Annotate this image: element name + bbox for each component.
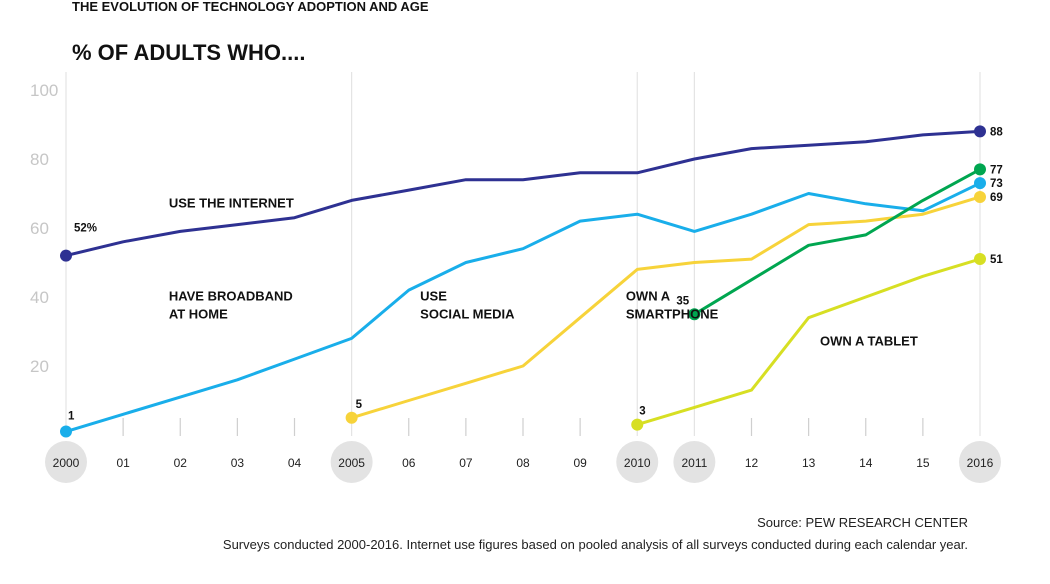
x-tick-label-2015: 15 bbox=[916, 456, 930, 470]
series-line-use-the-internet bbox=[64, 129, 982, 258]
x-tick-label-2007: 07 bbox=[459, 456, 473, 470]
start-point-use-the-internet bbox=[60, 249, 72, 262]
end-point-own-a-smartphone bbox=[974, 163, 986, 176]
end-point-own-a-tablet bbox=[974, 253, 986, 266]
x-highlight-2011 bbox=[673, 441, 716, 483]
x-tick-label-2003: 03 bbox=[231, 456, 245, 470]
y-tick-label-60: 60 bbox=[30, 219, 49, 238]
x-tick-label-2016: 2016 bbox=[967, 456, 994, 470]
x-tick-label-2002: 02 bbox=[174, 456, 188, 470]
x-tick-label-2008: 08 bbox=[516, 456, 530, 470]
x-highlight-2000 bbox=[45, 441, 87, 483]
x-tick-label-2010: 2010 bbox=[624, 456, 651, 470]
y-tick-label-40: 40 bbox=[30, 288, 49, 307]
end-label-own-a-smartphone: 77 bbox=[990, 164, 1003, 176]
end-label-use-social-media: 69 bbox=[990, 192, 1003, 204]
x-highlight-2010 bbox=[616, 441, 659, 483]
series-label-own-a-smartphone-1: OWN A bbox=[626, 288, 671, 303]
grid bbox=[65, 72, 981, 436]
x-tick-label-2005: 2005 bbox=[338, 456, 365, 470]
x-tick-label-2004: 04 bbox=[288, 456, 302, 470]
series-label-use-social-media-2: SOCIAL MEDIA bbox=[420, 306, 515, 321]
x-tick-label-2014: 14 bbox=[859, 456, 873, 470]
x-tick-label-2013: 13 bbox=[802, 456, 816, 470]
x-tick-label-2012: 12 bbox=[745, 456, 759, 470]
series-label-own-a-tablet: OWN A TABLET bbox=[820, 333, 918, 348]
start-point-own-a-tablet bbox=[631, 418, 644, 431]
series-line-use-social-media bbox=[350, 195, 982, 420]
series-line-own-a-smartphone bbox=[692, 167, 982, 316]
series-label-use-social-media-1: USE bbox=[420, 288, 447, 303]
end-label-use-the-internet: 88 bbox=[990, 126, 1003, 138]
end-label-have-broadband-at-home: 73 bbox=[990, 178, 1003, 190]
footnote-text: Surveys conducted 2000-2016. Internet us… bbox=[223, 537, 968, 552]
y-tick-label-80: 80 bbox=[30, 150, 49, 169]
y-tick-label-100: 100 bbox=[30, 81, 58, 100]
end-point-have-broadband-at-home bbox=[974, 177, 986, 190]
x-tick-label-2011: 2011 bbox=[681, 456, 707, 470]
series-label-own-a-smartphone-2: SMARTPHONE bbox=[626, 306, 719, 321]
x-highlight-2016 bbox=[959, 441, 1001, 483]
start-label-use-social-media: 5 bbox=[356, 399, 363, 411]
series-label-use-the-internet: USE THE INTERNET bbox=[169, 195, 294, 210]
end-point-use-social-media bbox=[974, 190, 986, 203]
end-label-own-a-tablet: 51 bbox=[990, 254, 1003, 266]
x-tick-label-2000: 2000 bbox=[53, 456, 80, 470]
series-line-have-broadband-at-home bbox=[64, 181, 982, 434]
source-text: Source: PEW RESEARCH CENTER bbox=[757, 515, 968, 530]
y-tick-label-20: 20 bbox=[30, 357, 49, 376]
x-tick-label-2001: 01 bbox=[116, 456, 130, 470]
series-line-own-a-tablet bbox=[635, 257, 982, 427]
chart-title: % OF ADULTS WHO.... bbox=[72, 40, 305, 65]
x-highlight-2005 bbox=[330, 441, 373, 483]
series-label-have-broadband-at-home-1: HAVE BROADBAND bbox=[169, 288, 293, 303]
series-labels: USE THE INTERNET HAVE BROADBAND AT HOME USE… bbox=[169, 195, 918, 348]
x-tick-label-2009: 09 bbox=[573, 456, 587, 470]
end-point-use-the-internet bbox=[974, 125, 986, 138]
x-axis: 2000 01 02 03 04 2005 06 07 08 09 2010 2011 12 13 14 15… bbox=[45, 441, 1001, 483]
start-point-own-a-smartphone bbox=[688, 308, 701, 321]
series-group bbox=[60, 125, 986, 438]
point-labels: 52% 88 1 73 5 69 35 77 3 51 bbox=[68, 126, 1003, 422]
start-point-use-social-media bbox=[345, 411, 358, 424]
start-label-own-a-smartphone: 35 bbox=[676, 295, 689, 307]
chart-supertitle: THE EVOLUTION OF TECHNOLOGY ADOPTION AND… bbox=[72, 0, 429, 14]
start-label-own-a-tablet: 3 bbox=[639, 406, 645, 418]
series-label-have-broadband-at-home-2: AT HOME bbox=[169, 306, 228, 321]
x-tick-label-2006: 06 bbox=[402, 456, 416, 470]
start-label-use-the-internet: 52% bbox=[74, 223, 97, 235]
start-label-have-broadband-at-home: 1 bbox=[68, 411, 75, 423]
y-axis: 20 40 60 80 100 bbox=[30, 81, 58, 376]
start-point-have-broadband-at-home bbox=[60, 425, 72, 438]
